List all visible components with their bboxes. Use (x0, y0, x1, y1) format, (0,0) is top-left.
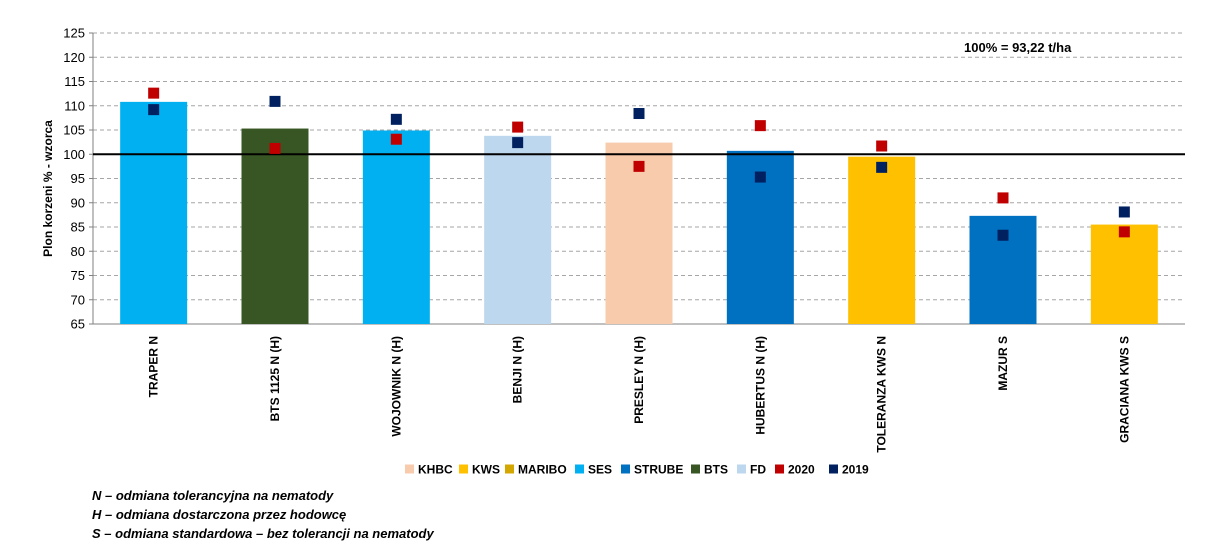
marker-2019 (997, 229, 1009, 241)
x-tick-label: TRAPER N (147, 336, 161, 397)
x-tick-label: BENJI N (H) (511, 336, 525, 403)
legend-label: 2019 (842, 463, 869, 477)
y-tick-label: 70 (71, 292, 85, 307)
legend-swatch (621, 464, 630, 474)
marker-2020 (269, 142, 281, 154)
x-tick-label: MAZUR S (996, 336, 1010, 391)
y-tick-label: 90 (71, 195, 85, 210)
legend-label: FD (750, 463, 766, 477)
bar (120, 101, 188, 325)
y-tick-label: 80 (71, 244, 85, 259)
footnote-h: H – odmiana dostarczona przez hodowcę (92, 507, 347, 522)
y-tick-label: 120 (63, 50, 85, 65)
marker-2019 (754, 171, 766, 183)
marker-2019 (1118, 206, 1130, 218)
y-tick-label: 100 (63, 147, 85, 162)
marker-2020 (633, 160, 645, 172)
marker-2020 (997, 192, 1009, 204)
bar (362, 130, 430, 324)
legend-swatch (575, 464, 584, 474)
marker-2019 (269, 95, 281, 107)
footnote-s: S – odmiana standardowa – bez tolerancji… (92, 526, 434, 541)
legend-swatch (459, 464, 468, 474)
bar (1090, 224, 1158, 324)
y-tick-label: 125 (63, 26, 85, 41)
legend-label: KHBC (418, 463, 453, 477)
footnote-n: N – odmiana tolerancyjna na nematody (92, 488, 334, 503)
legend-label: BTS (704, 463, 728, 477)
legend-label: STRUBE (634, 463, 683, 477)
marker-2019 (633, 108, 645, 120)
legend-label: 2020 (788, 463, 815, 477)
marker-2020 (876, 140, 888, 152)
y-tick-label: 95 (71, 171, 85, 186)
marker-2019 (876, 161, 888, 173)
bar (848, 156, 916, 324)
marker-2020 (754, 120, 766, 132)
marker-2019 (512, 137, 524, 149)
marker-2020 (512, 121, 524, 133)
legend-swatch (505, 464, 514, 474)
y-tick-label: 85 (71, 220, 85, 235)
bar (605, 142, 673, 324)
y-axis-label: Plon korzeni % - wzorca (41, 120, 55, 257)
legend-swatch (829, 464, 838, 474)
marker-2019 (390, 113, 402, 125)
legend-swatch (405, 464, 414, 474)
legend-swatch (737, 464, 746, 474)
footnotes: N – odmiana tolerancyjna na nematody H –… (92, 486, 434, 543)
x-tick-label: BTS 1125 N (H) (268, 336, 282, 421)
legend-label: SES (588, 463, 612, 477)
legend-swatch (691, 464, 700, 474)
x-tick-label: WOJOWNIK N (H) (389, 336, 403, 437)
marker-2019 (148, 104, 160, 116)
x-tick-label: GRACIANA KWS S (1117, 336, 1131, 443)
y-tick-label: 115 (64, 74, 85, 89)
y-tick-label: 105 (63, 123, 85, 138)
y-tick-label: 110 (64, 98, 85, 113)
annotation-100-percent: 100% = 93,22 t/ha (964, 40, 1072, 55)
y-tick-label: 75 (71, 268, 85, 283)
legend-label: KWS (472, 463, 500, 477)
marker-2020 (1118, 226, 1130, 238)
marker-2020 (148, 87, 160, 99)
x-tick-label: PRESLEY N (H) (632, 336, 646, 424)
bar (484, 135, 552, 324)
legend-swatch (775, 464, 784, 474)
bar (241, 128, 309, 324)
legend-label: MARIBO (518, 463, 567, 477)
marker-2020 (390, 133, 402, 145)
x-tick-label: TOLERANZA KWS N (875, 336, 889, 453)
x-tick-label: HUBERTUS N (H) (753, 336, 767, 435)
y-tick-label: 65 (71, 317, 85, 332)
